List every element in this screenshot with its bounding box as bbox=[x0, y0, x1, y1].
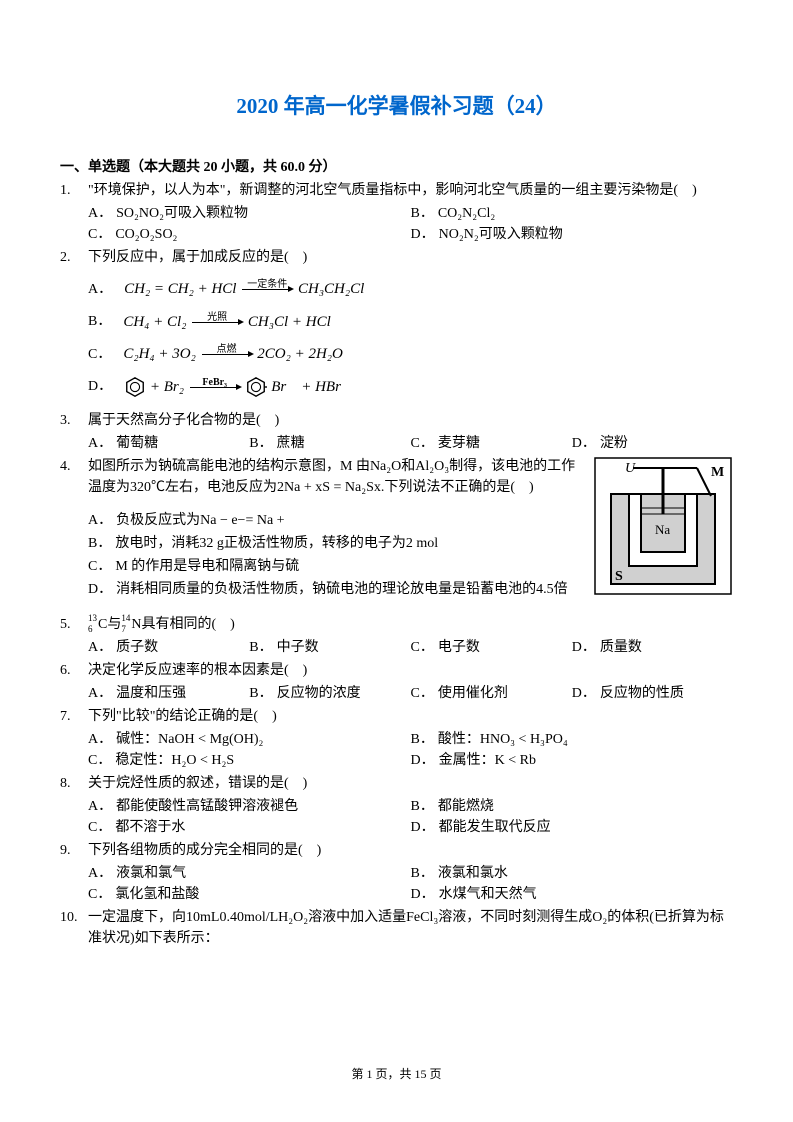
q-text: 属于天然高分子化合物的是( ) bbox=[88, 410, 733, 431]
q2-opt-C: C． C₂H₄ + 3O₂ 点燃 2CO₂ + 2H₂O bbox=[88, 343, 733, 366]
opt: 氯化氢和盐酸 bbox=[115, 884, 199, 905]
opt: 稳定性：H₂O < H₂S bbox=[115, 750, 234, 771]
opt: 反应物的性质 bbox=[600, 683, 684, 704]
opt: 蔗糖 bbox=[277, 433, 305, 454]
opt: CO₂O₂SO₂ bbox=[115, 224, 177, 245]
question-8: 8. 关于烷烃性质的叙述，错误的是( ) A．都能使酸性高锰酸钾溶液褪色 B．都… bbox=[60, 773, 733, 838]
question-5: 5. 136C与147N具有相同的( ) A．质子数 B．中子数 C．电子数 D… bbox=[60, 614, 733, 658]
question-9: 9. 下列各组物质的成分完全相同的是( ) A．液氯和氯气 B．液氯和氯水 C．… bbox=[60, 840, 733, 905]
opt-label: C． bbox=[88, 224, 111, 245]
opt: 质量数 bbox=[600, 637, 642, 658]
q-num: 9. bbox=[60, 840, 88, 905]
q-text: 下列"比较"的结论正确的是( ) bbox=[88, 706, 733, 727]
q-num: 1. bbox=[60, 180, 88, 245]
q-text: 136C与147N具有相同的( ) bbox=[88, 614, 733, 635]
opt: 液氯和氯气 bbox=[116, 863, 186, 884]
page-title: 2020 年高一化学暑假补习题（24） bbox=[60, 90, 733, 120]
opt: 放电时，消耗32 g正极活性物质，转移的电子为2 mol bbox=[115, 533, 438, 554]
opt-label: B． bbox=[411, 203, 434, 224]
opt: SO₂NO₂可吸入颗粒物 bbox=[116, 203, 248, 224]
q-num: 5. bbox=[60, 614, 88, 658]
section-header: 一、单选题（本大题共 20 小题，共 60.0 分） bbox=[60, 156, 733, 176]
opt: 消耗相同质量的负极活性物质，钠硫电池的理论放电量是铅蓄电池的4.5倍 bbox=[116, 579, 568, 600]
opt: 麦芽糖 bbox=[438, 433, 480, 454]
q-text: "环境保护，以人为本"，新调整的河北空气质量指标中，影响河北空气质量的一组主要污… bbox=[88, 180, 733, 201]
question-10: 10. 一定温度下，向10mL0.40mol/LH₂O₂溶液中加入适量FeCl₃… bbox=[60, 907, 733, 951]
q-num: 10. bbox=[60, 907, 88, 951]
opt: 都能燃烧 bbox=[438, 796, 494, 817]
benzene-icon bbox=[245, 376, 267, 398]
q-text: 如图所示为钠硫高能电池的结构示意图，M 由Na₂O和Al₂O₃制得，该电池的工作… bbox=[88, 456, 583, 498]
opt: 都能使酸性高锰酸钾溶液褪色 bbox=[116, 796, 298, 817]
page-footer: 第 1 页，共 15 页 bbox=[0, 1065, 793, 1082]
q-text: 关于烷烃性质的叙述，错误的是( ) bbox=[88, 773, 733, 794]
svg-text:M: M bbox=[711, 465, 724, 480]
opt: 碱性：NaOH < Mg(OH)₂ bbox=[116, 729, 263, 750]
opt: CO₂N₂Cl₂ bbox=[438, 203, 495, 224]
q-text: 一定温度下，向10mL0.40mol/LH₂O₂溶液中加入适量FeCl₃溶液，不… bbox=[88, 907, 733, 949]
opt: 金属性：K < Rb bbox=[439, 750, 536, 771]
q-num: 3. bbox=[60, 410, 88, 454]
q-num: 8. bbox=[60, 773, 88, 838]
q-num: 6. bbox=[60, 660, 88, 704]
opt: M 的作用是导电和隔离钠与硫 bbox=[115, 556, 299, 577]
question-3: 3. 属于天然高分子化合物的是( ) A．葡萄糖 B．蔗糖 C．麦芽糖 D．淀粉 bbox=[60, 410, 733, 454]
battery-diagram: U M Na S bbox=[593, 456, 733, 596]
opt: 中子数 bbox=[277, 637, 319, 658]
q-text: 下列反应中，属于加成反应的是( ) bbox=[88, 247, 733, 268]
opt: 葡萄糖 bbox=[116, 433, 158, 454]
opt: 质子数 bbox=[116, 637, 158, 658]
q2-opt-D: D． + Br₂ FeBr₃ Br + HBr bbox=[88, 376, 733, 399]
opt: 酸性：HNO₃ < H₃PO₄ bbox=[438, 729, 568, 750]
opt: 都不溶于水 bbox=[115, 817, 185, 838]
q-num: 4. bbox=[60, 456, 88, 602]
question-7: 7. 下列"比较"的结论正确的是( ) A．碱性：NaOH < Mg(OH)₂ … bbox=[60, 706, 733, 771]
opt: 都能发生取代反应 bbox=[439, 817, 551, 838]
opt: 电子数 bbox=[438, 637, 480, 658]
opt: 使用催化剂 bbox=[438, 683, 508, 704]
q-text: 决定化学反应速率的根本因素是( ) bbox=[88, 660, 733, 681]
question-4: 4. 如图所示为钠硫高能电池的结构示意图，M 由Na₂O和Al₂O₃制得，该电池… bbox=[60, 456, 733, 602]
q-num: 2. bbox=[60, 247, 88, 408]
opt: 淀粉 bbox=[600, 433, 628, 454]
opt: 负极反应式为Na − e−= Na + bbox=[116, 510, 284, 531]
q-text: 下列各组物质的成分完全相同的是( ) bbox=[88, 840, 733, 861]
q-num: 7. bbox=[60, 706, 88, 771]
opt: 温度和压强 bbox=[116, 683, 186, 704]
svg-text:S: S bbox=[615, 569, 623, 584]
opt: 液氯和氯水 bbox=[438, 863, 508, 884]
q2-opt-B: B． CH₄ + Cl₂ 光照 CH₃Cl + HCl bbox=[88, 311, 733, 334]
opt-label: D． bbox=[411, 224, 435, 245]
q2-opt-A: A． CH₂ = CH₂ + HCl 一定条件 CH₃CH₂Cl bbox=[88, 278, 733, 301]
benzene-icon bbox=[124, 376, 146, 398]
question-1: 1. "环境保护，以人为本"，新调整的河北空气质量指标中，影响河北空气质量的一组… bbox=[60, 180, 733, 245]
question-2: 2. 下列反应中，属于加成反应的是( ) A． CH₂ = CH₂ + HCl … bbox=[60, 247, 733, 408]
svg-text:U: U bbox=[625, 461, 636, 476]
svg-text:Na: Na bbox=[655, 522, 670, 537]
opt: 水煤气和天然气 bbox=[439, 884, 537, 905]
opt-label: A． bbox=[88, 203, 112, 224]
opt: NO₂N₂可吸入颗粒物 bbox=[439, 224, 563, 245]
question-6: 6. 决定化学反应速率的根本因素是( ) A．温度和压强 B．反应物的浓度 C．… bbox=[60, 660, 733, 704]
opt: 反应物的浓度 bbox=[277, 683, 361, 704]
